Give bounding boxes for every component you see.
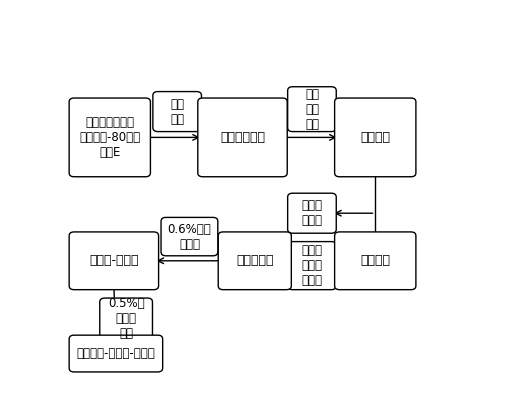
Text: 海藻酸钠-壳聚糖-脂质体: 海藻酸钠-壳聚糖-脂质体 [76, 347, 155, 360]
Text: 真空
旋转
蒸发: 真空 旋转 蒸发 [305, 88, 319, 131]
Text: 无水
乙醇: 无水 乙醇 [170, 98, 184, 126]
FancyBboxPatch shape [288, 193, 336, 233]
FancyBboxPatch shape [69, 335, 163, 372]
Text: 充分溶解混匀: 充分溶解混匀 [220, 131, 265, 144]
Text: 0.5%海
藻酸钠
溶液: 0.5%海 藻酸钠 溶液 [108, 297, 144, 340]
Text: 形成薄膜: 形成薄膜 [360, 131, 391, 144]
Text: 纳米脂质体: 纳米脂质体 [236, 254, 274, 267]
FancyBboxPatch shape [218, 232, 291, 290]
Text: 0.6%壳聚
糖溶液: 0.6%壳聚 糖溶液 [168, 222, 211, 251]
Text: 壳聚糖-脂质体: 壳聚糖-脂质体 [89, 254, 139, 267]
FancyBboxPatch shape [161, 217, 218, 256]
FancyBboxPatch shape [335, 98, 416, 177]
Text: 大豆磷脂、胆固
醇、吐温-80、维
生素E: 大豆磷脂、胆固 醇、吐温-80、维 生素E [79, 116, 140, 159]
Text: 动态高
压微射
流处理: 动态高 压微射 流处理 [301, 244, 323, 287]
FancyBboxPatch shape [288, 87, 336, 132]
FancyBboxPatch shape [69, 232, 159, 290]
FancyBboxPatch shape [153, 92, 201, 132]
FancyBboxPatch shape [198, 98, 287, 177]
FancyBboxPatch shape [100, 298, 152, 340]
FancyBboxPatch shape [335, 232, 416, 290]
Text: 粗脂质体: 粗脂质体 [360, 254, 391, 267]
FancyBboxPatch shape [69, 98, 150, 177]
FancyBboxPatch shape [288, 242, 336, 290]
Text: 缓冲溶
液洗膜: 缓冲溶 液洗膜 [301, 199, 323, 227]
